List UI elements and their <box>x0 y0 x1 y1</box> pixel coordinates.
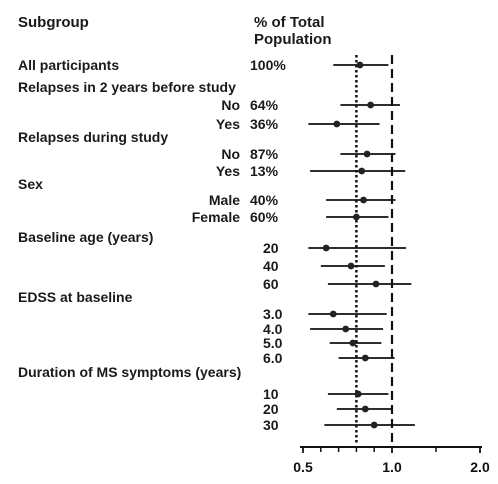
x-tick-label: 0.5 <box>293 459 313 475</box>
point-estimate <box>347 262 355 270</box>
row-percent: 64% <box>250 97 279 113</box>
group-heading: Relapses during study <box>18 129 169 145</box>
point-estimate <box>333 120 341 128</box>
point-estimate <box>349 339 357 347</box>
row-label: All participants <box>18 57 120 73</box>
point-estimate <box>370 421 378 429</box>
row-percent: 87% <box>250 146 279 162</box>
point-estimate <box>360 196 367 204</box>
row-label: Male <box>208 192 240 208</box>
group-heading: Baseline age (years) <box>18 229 154 245</box>
row-label: Yes <box>215 163 240 179</box>
row-value-label: 10 <box>263 386 279 402</box>
row-value-label: 6.0 <box>263 350 283 366</box>
x-tick-label: 2.0 <box>470 459 490 475</box>
point-estimate <box>356 61 364 69</box>
row-value-label: 20 <box>263 401 279 417</box>
row-label: No <box>221 146 240 162</box>
row-percent: 60% <box>250 209 279 225</box>
row-label: Female <box>191 209 240 225</box>
point-estimate <box>353 213 360 221</box>
group-heading: EDSS at baseline <box>18 289 133 305</box>
group-heading: Duration of MS symptoms (years) <box>18 364 242 380</box>
group-heading: Relapses in 2 years before study <box>18 79 236 95</box>
point-estimate <box>354 390 362 398</box>
row-percent: 40% <box>250 192 279 208</box>
group-heading: Sex <box>18 176 43 192</box>
point-estimate <box>361 405 369 413</box>
row-value-label: 30 <box>263 417 279 433</box>
subgroup-header: Subgroup <box>18 14 89 31</box>
point-estimate <box>363 150 371 158</box>
row-percent: 13% <box>250 163 279 179</box>
row-percent: 100% <box>250 57 286 73</box>
point-estimate <box>372 280 380 288</box>
row-value-label: 5.0 <box>263 335 283 351</box>
point-estimate <box>329 310 337 318</box>
point-estimate <box>342 325 350 333</box>
row-percent: 36% <box>250 116 279 132</box>
row-label: Yes <box>215 116 240 132</box>
point-estimate <box>322 244 330 252</box>
point-estimate <box>358 167 366 175</box>
row-value-label: 4.0 <box>263 321 283 337</box>
row-label: No <box>221 97 240 113</box>
row-value-label: 20 <box>263 240 279 256</box>
row-value-label: 40 <box>263 258 279 274</box>
point-estimate <box>361 354 369 362</box>
point-estimate <box>367 101 375 109</box>
row-value-label: 3.0 <box>263 306 283 322</box>
x-tick-label: 1.0 <box>382 459 402 475</box>
percent-header: % of Total Population <box>254 14 332 48</box>
row-value-label: 60 <box>263 276 279 292</box>
